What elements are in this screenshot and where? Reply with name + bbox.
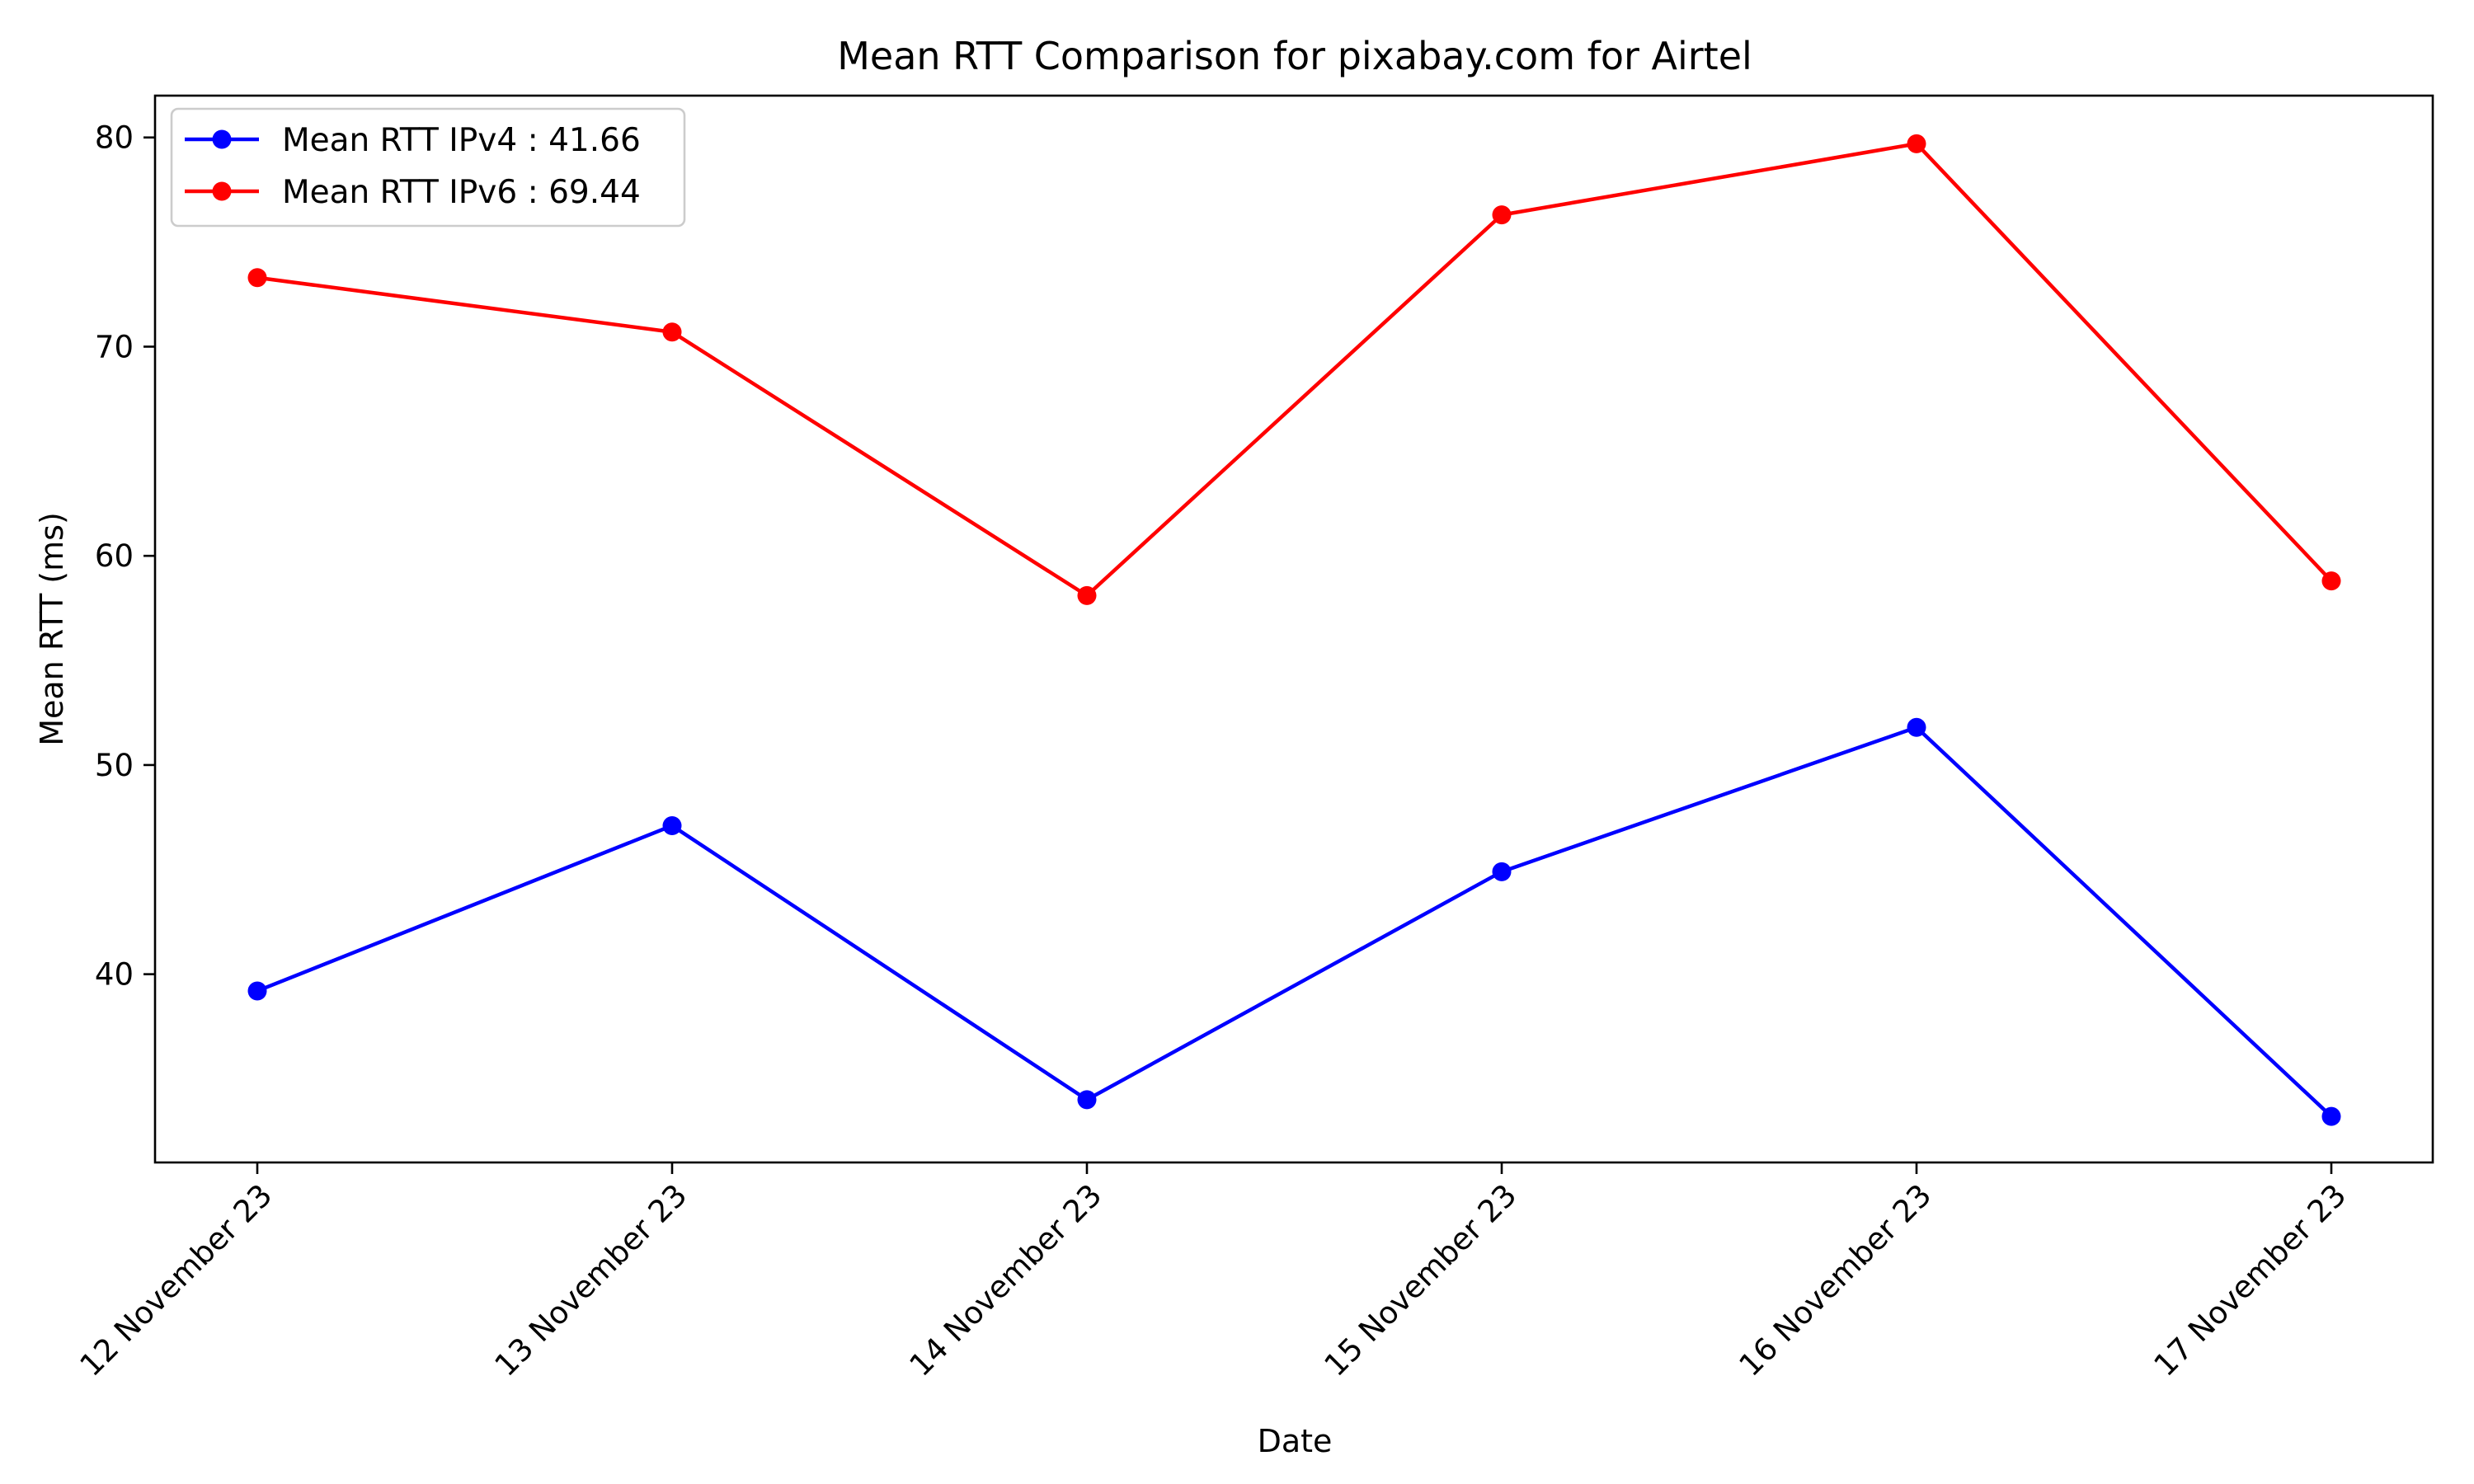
y-tick-label: 50 [95,748,134,783]
data-point [662,322,682,342]
series-line-ipv6 [256,142,2333,598]
y-tick-label: 80 [95,120,134,156]
data-point [1492,862,1512,881]
x-axis-label: Date [1258,1423,1333,1459]
data-point [2321,571,2341,591]
legend-box [170,107,686,228]
data-point [2321,1106,2341,1126]
data-point [1492,205,1512,225]
series-line-ipv4 [256,726,2333,1118]
legend-label: Mean RTT IPv6 : 69.44 [282,174,641,211]
data-point [1077,1090,1097,1110]
data-point [1907,717,1926,737]
y-tick-label: 70 [95,329,134,364]
data-point [247,981,267,1001]
y-tick-label: 40 [95,957,134,993]
axes-frame [153,94,2434,1164]
y-tick-label: 60 [95,538,134,574]
data-point [1077,585,1097,605]
legend-marker [212,181,232,201]
chart-title: Mean RTT Comparison for pixabay.com for … [837,34,1752,78]
y-axis-label: Mean RTT (ms) [34,512,70,746]
legend: Mean RTT IPv4 : 41.66 Mean RTT IPv6 : 69.… [170,107,686,228]
data-point [662,816,682,836]
data-point [1907,134,1926,153]
data-point [247,268,267,288]
legend-marker [212,129,232,149]
legend-label: Mean RTT IPv4 : 41.66 [282,122,641,159]
